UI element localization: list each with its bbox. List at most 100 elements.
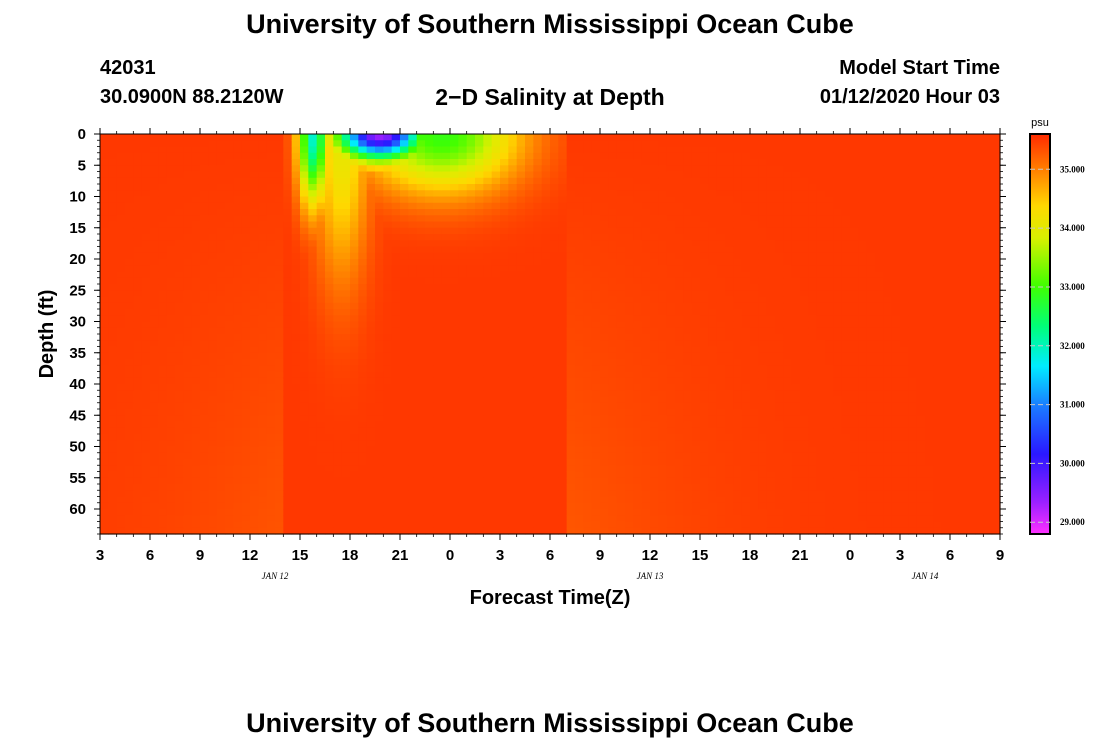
heatmap-cell	[358, 415, 368, 423]
heatmap-cell	[633, 527, 643, 535]
heatmap-cell	[741, 340, 751, 348]
heatmap-cell	[558, 309, 568, 316]
heatmap-cell	[416, 315, 426, 323]
heatmap-cell	[658, 359, 668, 366]
heatmap-cell	[158, 227, 168, 235]
heatmap-cell	[575, 377, 584, 385]
heatmap-cell	[666, 527, 676, 535]
heatmap-cell	[475, 309, 484, 316]
heatmap-cell	[541, 452, 551, 460]
heatmap-cell	[400, 177, 409, 185]
heatmap-cell	[408, 509, 418, 516]
heatmap-cell	[108, 396, 118, 404]
heatmap-cell	[316, 227, 326, 235]
heatmap-cell	[675, 227, 684, 235]
heatmap-cell	[458, 327, 468, 335]
heatmap-cell	[641, 321, 651, 329]
heatmap-cell	[300, 284, 309, 291]
heatmap-cell	[400, 277, 409, 285]
heatmap-cell	[616, 521, 626, 529]
heatmap-cell	[400, 240, 409, 248]
heatmap-cell	[641, 459, 651, 466]
heatmap-cell	[275, 165, 284, 173]
heatmap-cell	[683, 321, 693, 329]
heatmap-cell	[650, 246, 659, 254]
heatmap-cell	[658, 421, 668, 429]
heatmap-cell	[450, 321, 459, 329]
heatmap-cell	[591, 340, 601, 348]
heatmap-cell	[216, 459, 226, 466]
heatmap-cell	[341, 459, 351, 466]
heatmap-cell	[500, 452, 509, 460]
heatmap-cell	[350, 446, 359, 454]
heatmap-cell	[108, 346, 118, 354]
heatmap-cell	[116, 496, 126, 504]
heatmap-cell	[650, 427, 659, 435]
heatmap-cell	[400, 384, 409, 391]
heatmap-cell	[300, 271, 309, 279]
heatmap-cell	[425, 221, 434, 229]
heatmap-cell	[466, 209, 476, 216]
heatmap-cell	[616, 315, 626, 323]
heatmap-cell	[358, 402, 368, 410]
heatmap-cell	[666, 315, 676, 323]
heatmap-cell	[625, 521, 634, 529]
heatmap-cell	[375, 465, 384, 473]
heatmap-cell	[700, 271, 709, 279]
heatmap-cell	[525, 346, 534, 354]
heatmap-cell	[158, 477, 168, 485]
heatmap-cell	[591, 196, 601, 204]
heatmap-cell	[683, 190, 693, 198]
heatmap-cell	[150, 215, 159, 223]
heatmap-cell	[700, 440, 709, 448]
heatmap-cell	[683, 490, 693, 498]
heatmap-cell	[558, 421, 568, 429]
heatmap-cell	[675, 371, 684, 379]
heatmap-cell	[433, 265, 443, 273]
heatmap-cell	[383, 252, 393, 260]
heatmap-cell	[250, 421, 259, 429]
heatmap-cell	[133, 140, 143, 148]
heatmap-cell	[600, 515, 609, 523]
heatmap-cell	[500, 309, 509, 316]
heatmap-cell	[241, 415, 251, 423]
heatmap-cell	[291, 359, 301, 366]
heatmap-cell	[466, 290, 476, 298]
heatmap-cell	[700, 234, 709, 241]
heatmap-cell	[258, 471, 268, 479]
heatmap-cell	[466, 490, 476, 498]
heatmap-cell	[350, 302, 359, 310]
heatmap-cell	[616, 384, 626, 391]
heatmap-cell	[133, 365, 143, 373]
heatmap-cell	[200, 390, 209, 398]
heatmap-cell	[675, 215, 684, 223]
heatmap-cell	[533, 371, 543, 379]
heatmap-cell	[675, 315, 684, 323]
heatmap-cell	[525, 365, 534, 373]
heatmap-cell	[600, 315, 609, 323]
heatmap-cell	[233, 152, 243, 160]
heatmap-cell	[408, 459, 418, 466]
heatmap-cell	[658, 315, 668, 323]
heatmap-cell	[441, 309, 451, 316]
heatmap-cell	[266, 252, 276, 260]
heatmap-cell	[300, 427, 309, 435]
heatmap-cell	[708, 502, 718, 510]
heatmap-cell	[208, 327, 218, 335]
heatmap-cell	[541, 177, 551, 185]
heatmap-cell	[100, 496, 109, 504]
heatmap-cell	[716, 384, 726, 391]
heatmap-cell	[416, 184, 426, 191]
heatmap-cell	[725, 521, 734, 529]
heatmap-cell	[741, 190, 751, 198]
heatmap-cell	[725, 477, 734, 485]
heatmap-cell	[741, 134, 751, 141]
heatmap-cell	[608, 446, 618, 454]
heatmap-cell	[583, 446, 593, 454]
heatmap-cell	[533, 396, 543, 404]
heatmap-cell	[125, 452, 134, 460]
heatmap-cell	[291, 134, 301, 141]
heatmap-cell	[741, 484, 751, 491]
heatmap-cell	[108, 459, 118, 466]
heatmap-cell	[633, 359, 643, 366]
